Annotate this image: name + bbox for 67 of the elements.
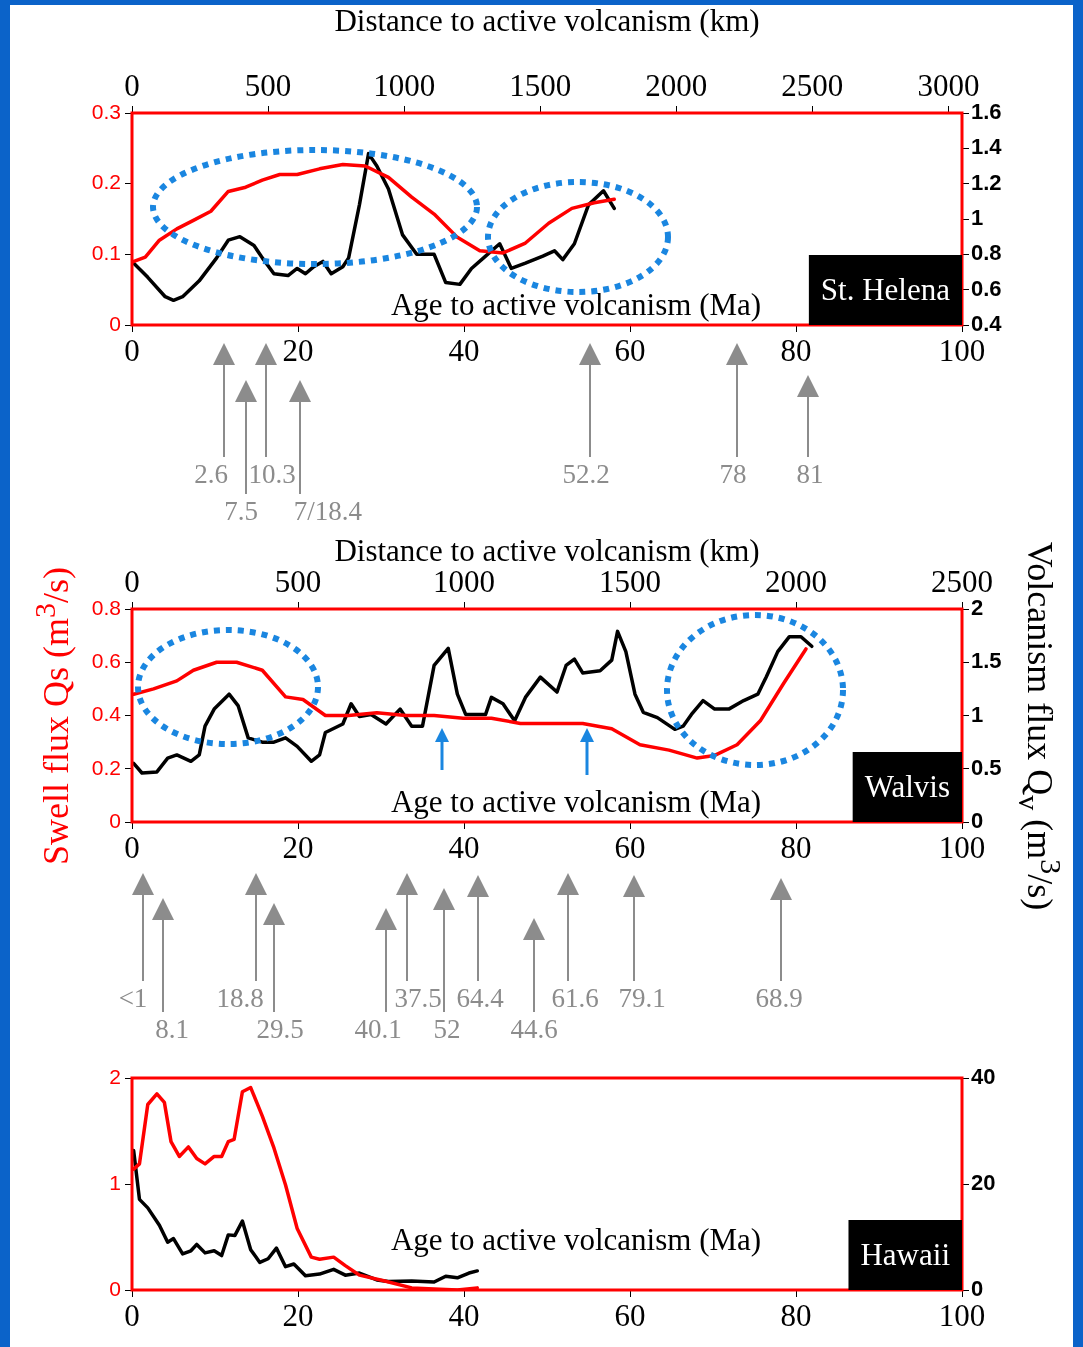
text: 68.9 <box>755 983 803 1013</box>
x2-tick-label: 2000 <box>645 67 708 103</box>
y-tick-label: 0 <box>109 311 121 335</box>
y2-tick-label: 0.6 <box>971 275 1002 301</box>
y2-tick-label: 0.8 <box>971 240 1002 266</box>
text: 44.6 <box>510 1014 558 1044</box>
y2-tick-label: 1.4 <box>971 134 1003 160</box>
text: 8.1 <box>155 1014 189 1044</box>
x2-tick-label: 2500 <box>781 67 844 103</box>
text: <1 <box>118 983 148 1013</box>
text: 52.2 <box>562 459 610 489</box>
x-tick-label: 80 <box>780 1297 812 1333</box>
text: 40.1 <box>354 1014 402 1044</box>
x-tick-label: 80 <box>780 829 812 865</box>
x-tick-label: 60 <box>614 332 646 368</box>
annotation: Walvis <box>864 769 950 805</box>
y-tick-label: 0.1 <box>91 241 121 265</box>
y2-tick-label: 1 <box>971 205 984 231</box>
x2-tick-label: 500 <box>244 67 292 103</box>
x2-tick-label: 2000 <box>765 563 827 599</box>
x-tick-label: 20 <box>282 829 314 865</box>
y-tick-label: 0 <box>109 1276 121 1300</box>
y2-tick-label: 1.5 <box>971 648 1002 674</box>
x-tick-label: 20 <box>282 1297 314 1333</box>
x-tick-label: 60 <box>614 829 646 865</box>
y2-tick-label: 1 <box>971 701 984 727</box>
y-tick-label: 2 <box>109 1064 121 1088</box>
y2-tick-label: 40 <box>971 1064 996 1090</box>
x-tick-label: 40 <box>448 1297 480 1333</box>
x-tick-label: 40 <box>448 332 480 368</box>
text: 29.5 <box>256 1014 304 1044</box>
x-axis-title: Age to active volcanism (Ma) <box>390 784 762 819</box>
y-tick-label: 0.6 <box>91 649 121 673</box>
text: 7.5 <box>224 496 258 526</box>
text: 18.8 <box>216 983 264 1013</box>
annotation: Hawaii <box>860 1237 951 1273</box>
x2-tick-label: 1000 <box>373 67 436 103</box>
x-axis-title: Age to active volcanism (Ma) <box>390 287 762 322</box>
text: 81 <box>796 459 824 489</box>
y2-tick-label: 1.2 <box>971 169 1002 195</box>
x-axis-title: Age to active volcanism (Ma) <box>390 1222 762 1257</box>
y-tick-label: 0.4 <box>91 702 122 726</box>
x2-axis-title: Distance to active volcanism (km) <box>334 2 760 38</box>
text: 61.6 <box>551 983 599 1013</box>
y-tick-label: 0.3 <box>91 99 121 123</box>
y-tick-label: 0 <box>109 808 121 832</box>
x-tick-label: 40 <box>448 829 480 865</box>
x-tick-label: 20 <box>282 332 314 368</box>
text: 79.1 <box>618 983 666 1013</box>
text: 52 <box>433 1014 461 1044</box>
y-tick-label: 0.8 <box>91 595 121 619</box>
annotation: St. Helena <box>820 272 951 308</box>
text: 64.4 <box>456 983 505 1013</box>
x2-tick-label: 500 <box>274 563 322 599</box>
x2-tick-label: 1500 <box>509 67 572 103</box>
text: 37.5 <box>394 983 442 1013</box>
x-tick-label: 60 <box>614 1297 646 1333</box>
y2-tick-label: 20 <box>971 1170 996 1196</box>
x-tick-label: 80 <box>780 332 812 368</box>
y-tick-label: 0.2 <box>91 170 121 194</box>
y-tick-label: 0.2 <box>91 755 121 779</box>
y2-tick-label: 0.5 <box>971 754 1002 780</box>
text: 78 <box>719 459 747 489</box>
text: 2.6 <box>194 459 228 489</box>
text: 10.3 <box>248 459 296 489</box>
text: 7/18.4 <box>293 496 363 526</box>
y-tick-label: 1 <box>109 1170 121 1194</box>
